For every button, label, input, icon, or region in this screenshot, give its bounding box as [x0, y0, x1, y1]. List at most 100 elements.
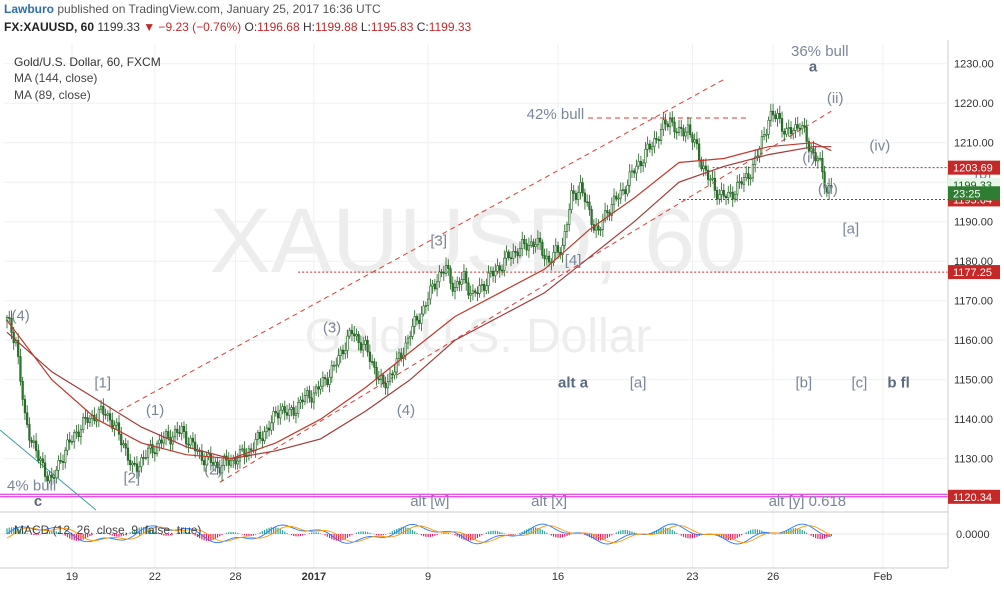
macd-histogram-bar	[407, 527, 409, 534]
macd-histogram-bar	[328, 534, 331, 539]
macd-histogram-bar	[234, 532, 237, 534]
candle-body	[465, 271, 468, 284]
macd-histogram-bar	[384, 534, 387, 535]
macd-histogram-bar	[429, 534, 431, 537]
candle-body	[220, 465, 224, 474]
macd-histogram-bar	[391, 531, 393, 534]
macd-histogram-bar	[279, 528, 281, 534]
macd-histogram-bar	[266, 528, 268, 534]
candle-body	[279, 409, 282, 419]
candle-body	[707, 169, 710, 180]
price-tag-bg	[948, 265, 1000, 280]
author-link[interactable]: Lawburo	[4, 2, 54, 16]
candle-body	[420, 313, 423, 324]
macd-histogram-bar	[286, 532, 288, 534]
candle-body	[525, 243, 528, 251]
price-tag-label: 23:25	[953, 188, 981, 200]
macd-histogram-bar	[519, 532, 521, 534]
macd-histogram-bar	[196, 534, 198, 538]
candle-body	[229, 459, 233, 466]
candle-body	[769, 110, 772, 121]
candle-body	[290, 407, 293, 410]
macd-histogram-bar	[750, 530, 752, 534]
macd-histogram-bar	[73, 534, 75, 541]
legend-title: Gold/U.S. Dollar, 60, FXCM	[14, 55, 161, 69]
macd-histogram-bar	[514, 534, 517, 535]
change-value: ▼ −9.23 (−0.76%)	[143, 20, 242, 34]
macd-histogram-bar	[326, 534, 328, 537]
macd-histogram-bar	[476, 534, 478, 539]
candle-body	[787, 127, 790, 130]
candle-body	[657, 139, 660, 141]
candle-body	[142, 457, 145, 459]
candle-body	[771, 110, 775, 116]
wave-label: [c]	[851, 375, 867, 392]
candle-body	[424, 305, 427, 307]
macd-histogram-bar	[349, 534, 351, 537]
candle-body	[724, 195, 728, 199]
macd-histogram-bar	[432, 534, 434, 537]
macd-histogram-bar	[64, 534, 66, 536]
x-tick-label: 9	[425, 571, 431, 583]
candle-body	[155, 443, 159, 455]
macd-histogram-bar	[615, 532, 617, 534]
candle-body	[812, 148, 815, 153]
candle-body	[26, 412, 29, 425]
macd-histogram-bar	[414, 531, 416, 534]
candle-body	[176, 428, 179, 433]
macd-histogram-bar	[35, 534, 37, 536]
candle-body	[568, 209, 571, 225]
candle-body	[353, 333, 356, 337]
macd-histogram-bar	[259, 532, 261, 534]
macd-histogram-bar	[113, 534, 116, 537]
candle-body	[617, 197, 620, 200]
macd-histogram-bar	[409, 528, 411, 534]
legend-ma-144[interactable]: MA (144, close)	[14, 71, 98, 85]
high-value: 1199.88	[315, 20, 358, 34]
macd-histogram-bar	[230, 531, 232, 534]
candle-body	[736, 182, 739, 195]
wave-label: (1)	[146, 402, 164, 419]
candle-body	[158, 439, 161, 445]
macd-histogram-bar	[499, 531, 501, 534]
macd-histogram-bar	[293, 534, 295, 536]
candle-body	[433, 283, 436, 290]
candle-body	[254, 438, 257, 451]
legend-ma-89[interactable]: MA (89, close)	[14, 88, 91, 102]
candle-body	[131, 462, 134, 466]
macd-histogram-bar	[140, 527, 142, 534]
candle-body	[173, 428, 177, 438]
macd-histogram-bar	[275, 527, 277, 534]
candle-body	[801, 125, 804, 130]
candle-body	[70, 441, 74, 443]
macd-histogram-bar	[420, 534, 422, 536]
candle-body	[292, 407, 295, 416]
candle-body	[626, 185, 629, 195]
candle-body	[713, 177, 716, 191]
candle-body	[438, 271, 441, 283]
macd-histogram-bar	[145, 527, 147, 534]
candle-body	[203, 460, 206, 466]
macd-histogram-bar	[169, 534, 172, 536]
macd-histogram-bar	[810, 534, 812, 536]
macd-histogram-bar	[803, 531, 806, 534]
candle-body	[214, 461, 217, 466]
macd-histogram-bar	[26, 533, 28, 534]
last-price: 1199.33	[97, 20, 140, 34]
macd-histogram-bar	[96, 533, 98, 534]
macd-histogram-bar	[759, 529, 761, 534]
symbol-label[interactable]: FX:XAUUSD, 60	[4, 20, 95, 34]
macd-histogram-bar	[620, 530, 622, 534]
horizontal-levels	[0, 167, 948, 498]
macd-histogram-bar	[243, 534, 246, 536]
candle-body	[397, 352, 401, 359]
macd-histogram-bar	[98, 532, 100, 534]
candle-body	[722, 190, 725, 197]
y-tick-label: 1190.00	[954, 217, 993, 229]
candle-body	[178, 432, 181, 434]
candle-body	[227, 459, 230, 466]
macd-histogram-bar	[550, 534, 552, 536]
wave-label: b fl	[887, 375, 910, 392]
candle-body	[527, 245, 531, 251]
